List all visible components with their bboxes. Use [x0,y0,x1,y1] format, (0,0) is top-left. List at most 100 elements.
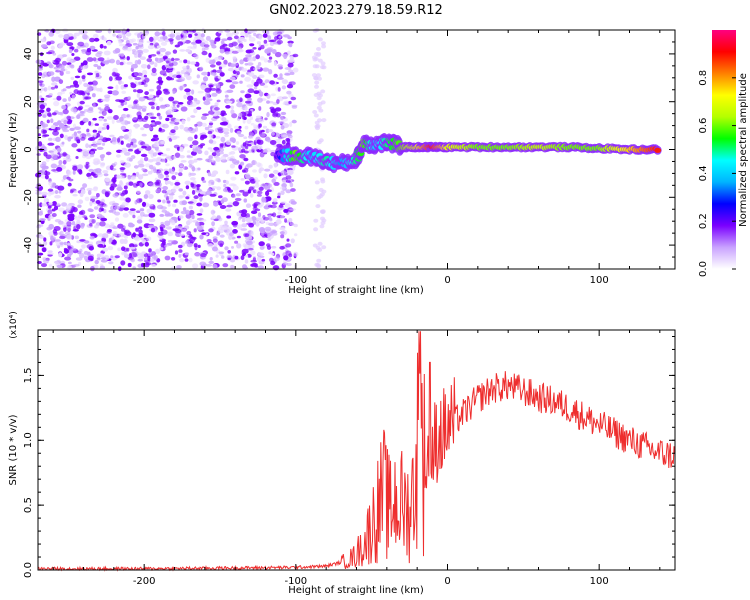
noise-blob [186,65,190,70]
noise-blob [216,99,221,103]
noise-blob [265,128,270,134]
noise-blob [182,207,187,212]
noise-blob [199,66,204,72]
noise-blob [101,142,106,146]
noise-blob [52,201,57,207]
noise-blob [152,39,156,44]
noise-blob [107,90,114,95]
noise-blob [229,84,236,89]
noise-blob [205,264,213,267]
noise-blob [142,234,147,238]
noise-blob [47,142,55,146]
noise-blob [274,107,282,112]
y-tick-label: -20 [23,189,34,205]
noise-blob [214,136,221,139]
noise-blob [128,75,133,80]
noise-blob [96,257,101,260]
noise-blob [278,121,285,124]
noise-blob [128,181,134,186]
noise-blob [79,100,85,105]
noise-blob [153,142,160,148]
noise-blob [193,54,199,57]
noise-blob [89,235,95,240]
noise-blob [200,253,207,258]
noise-blob [62,151,67,157]
noise-blob [320,89,326,94]
noise-blob [240,74,245,78]
noise-blob [62,54,68,58]
noise-blob [149,36,154,42]
noise-blob [229,264,235,269]
noise-blob [193,97,198,102]
noise-blob [255,221,260,227]
noise-blob [209,257,213,261]
noise-blob [120,140,124,145]
noise-blob [227,257,231,261]
noise-blob [311,73,317,78]
noise-blob [223,59,228,65]
noise-blob [82,183,88,189]
noise-blob [137,52,144,55]
noise-blob [77,214,84,219]
noise-blob [155,159,162,163]
noise-blob [208,139,214,144]
noise-blob [185,75,192,81]
noise-blob [232,185,239,191]
noise-blob [50,118,54,123]
noise-blob [189,128,196,134]
noise-blob [159,246,164,251]
noise-blob [127,262,132,268]
noise-blob [140,75,145,81]
noise-blob [268,129,274,133]
noise-blob [257,190,263,195]
noise-blob [284,73,291,76]
noise-blob [162,240,166,246]
noise-blob [120,150,127,154]
noise-blob [178,253,182,258]
x-tick-label: -100 [284,576,307,587]
noise-blob [39,210,43,213]
noise-blob [94,123,100,126]
noise-blob [228,151,232,156]
noise-blob [93,63,99,68]
noise-blob [134,124,139,129]
noise-blob [317,37,323,42]
noise-blob [214,107,220,111]
noise-blob [101,60,109,64]
noise-blob [256,256,261,262]
noise-blob [101,233,109,239]
noise-blob [288,59,295,63]
noise-blob [209,84,213,88]
noise-blob [232,201,240,207]
noise-blob [213,146,220,151]
noise-blob [220,136,226,143]
noise-blob [65,86,72,89]
noise-blob [160,141,166,144]
noise-blob [102,204,108,208]
noise-blob [240,31,247,37]
noise-blob [52,130,59,136]
noise-blob [197,167,201,171]
noise-blob [268,204,273,208]
noise-blob [148,101,155,106]
noise-blob [53,205,59,211]
noise-blob [258,74,265,79]
noise-blob [136,93,140,98]
noise-blob [180,69,185,75]
noise-blob [194,134,198,140]
noise-blob [142,48,149,53]
noise-blob [62,222,67,228]
noise-blob [117,247,121,252]
noise-blob [250,230,254,236]
noise-blob [280,234,285,239]
noise-blob [107,28,112,34]
noise-blob [43,259,49,264]
noise-blob [313,113,319,118]
noise-blob [58,160,63,165]
noise-blob [141,168,145,171]
noise-blob [93,132,97,138]
snr-line [37,331,676,572]
noise-blob [184,258,189,262]
noise-blob [230,176,237,181]
